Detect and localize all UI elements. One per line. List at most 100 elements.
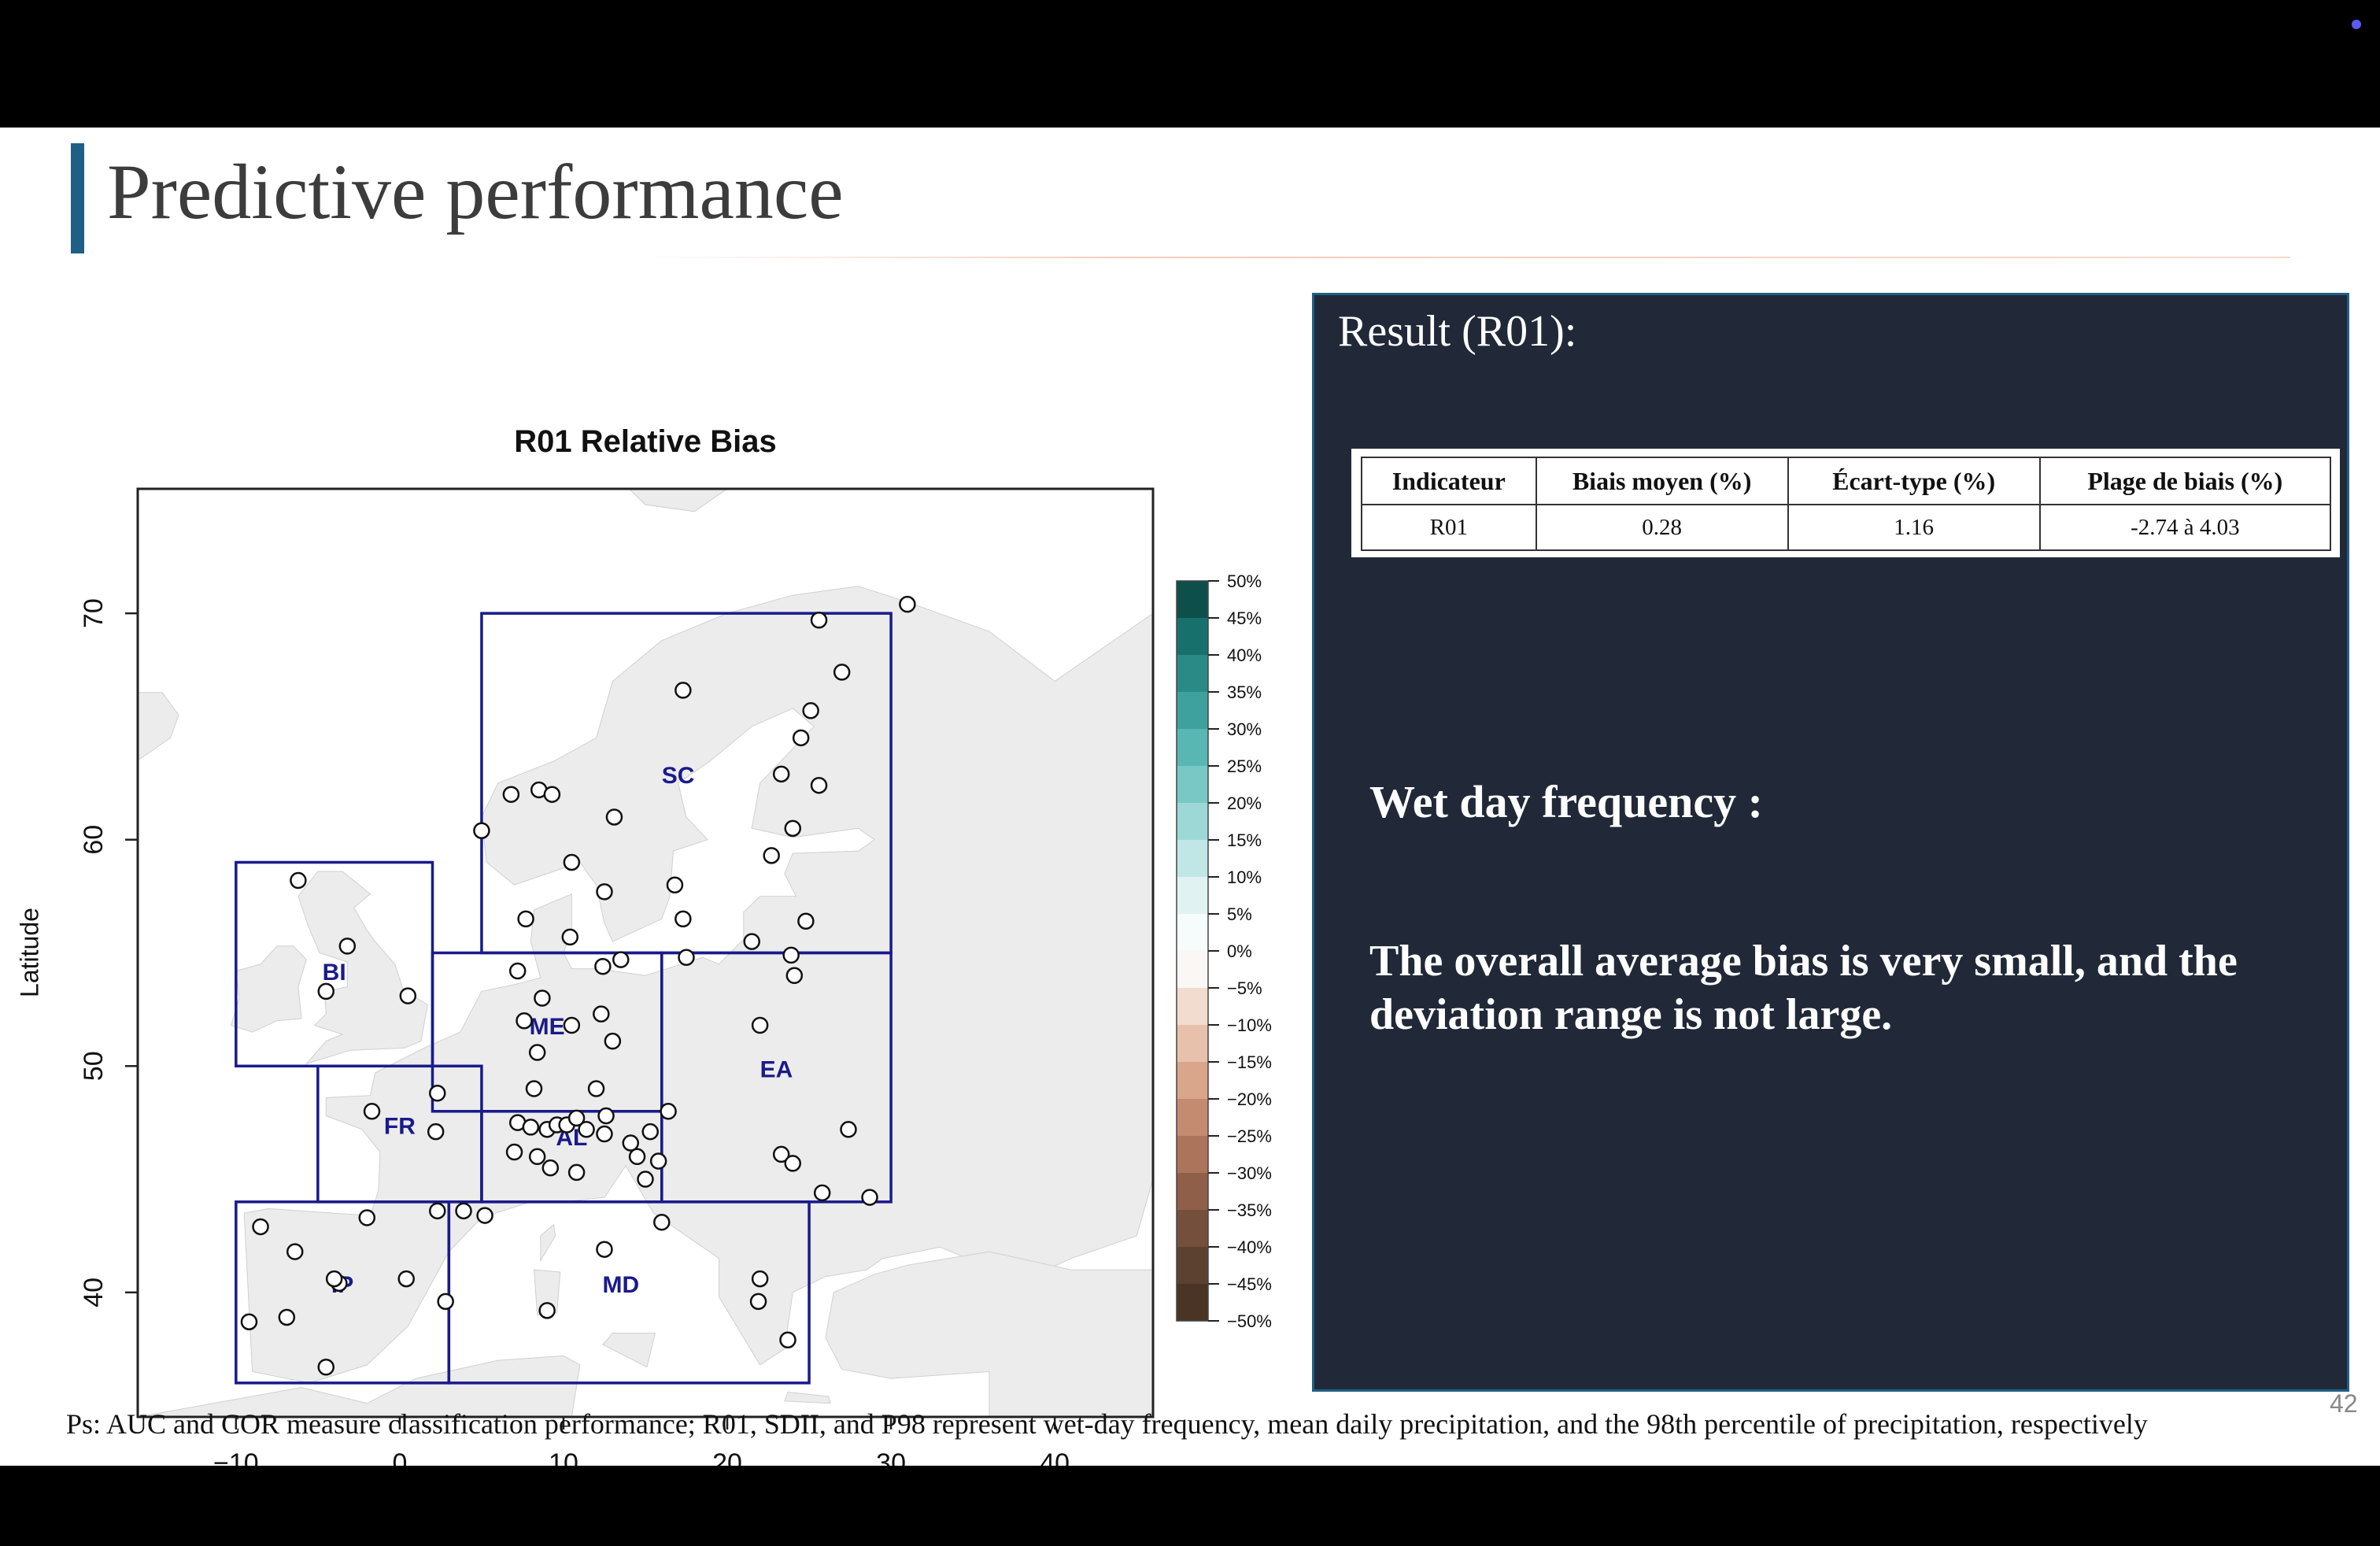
colorbar-label: 40% <box>1227 645 1262 665</box>
y-axis-label: Latitude <box>15 908 43 997</box>
colorbar-segment <box>1177 655 1208 693</box>
station-point <box>785 967 804 985</box>
result-panel: Result (R01): Indicateur Biais moyen (%)… <box>1312 293 2349 1392</box>
colorbar-label: −40% <box>1227 1237 1272 1257</box>
result-table: Indicateur Biais moyen (%) Écart-type (%… <box>1361 457 2332 551</box>
region-label-me: ME <box>530 1014 565 1040</box>
y-tick-label: 70 <box>79 598 109 628</box>
colorbar-label: −5% <box>1227 978 1262 998</box>
station-point <box>782 946 800 964</box>
colorbar-segment <box>1177 1062 1208 1100</box>
station-point <box>476 1207 493 1224</box>
r01-bias-map-chart: R01 Relative BiasBIFRMEALSCEAIPMD−100102… <box>0 285 1306 1466</box>
station-point <box>861 1189 878 1206</box>
colorbar-label: 35% <box>1227 682 1262 702</box>
x-tick-label: −10 <box>213 1448 259 1466</box>
colorbar-label: 25% <box>1227 756 1262 776</box>
x-tick-label: 0 <box>392 1448 407 1466</box>
wet-day-label: Wet day frequency : <box>1369 776 1763 827</box>
chart-svg: R01 Relative BiasBIFRMEALSCEAIPMD−100102… <box>15 424 1272 1466</box>
land-ireland <box>230 945 307 1033</box>
colorbar-segment <box>1177 692 1208 730</box>
colorbar-label: −30% <box>1227 1163 1272 1183</box>
station-point <box>641 1123 659 1141</box>
station-point <box>784 819 802 838</box>
colorbar-label: −20% <box>1227 1089 1272 1109</box>
station-point <box>278 1308 296 1326</box>
bottom-black-band <box>0 1466 2380 1546</box>
station-point <box>455 1202 472 1220</box>
station-point <box>612 951 630 968</box>
land-great-britain <box>298 871 428 1065</box>
station-point <box>666 876 684 893</box>
land-sicily <box>602 1333 656 1368</box>
cell-plage-de-biais: -2.74 à 4.03 <box>2038 504 2332 551</box>
colorbar-label: −35% <box>1227 1200 1272 1220</box>
land-north-africa <box>138 1355 581 1417</box>
station-point <box>840 1121 857 1138</box>
plot-frame <box>136 487 1155 1418</box>
station-point <box>358 1209 376 1226</box>
station-point <box>578 1121 595 1138</box>
station-point <box>763 847 780 864</box>
colorbar-segment <box>1177 1136 1208 1174</box>
cell-biais-moyen: 0.28 <box>1535 504 1789 551</box>
station-point <box>325 1270 343 1288</box>
station-point <box>899 595 916 613</box>
land-corsica <box>540 1223 556 1263</box>
colorbar-segment <box>1177 618 1208 656</box>
region-label-md: MD <box>602 1272 639 1298</box>
colorbar-label: 10% <box>1227 867 1262 887</box>
page-title: Predictive performance <box>107 148 844 235</box>
station-point <box>749 1293 767 1311</box>
station-point <box>528 1148 546 1166</box>
colorbar-group: 50% 45% 40% 35% 30% 25% 20% 15% 10% 5% 0% −5% −10% −1… <box>1176 571 1272 1331</box>
station-point <box>674 682 692 699</box>
colorbar-label: 30% <box>1227 719 1262 739</box>
colorbar-segment <box>1177 729 1208 767</box>
station-point <box>240 1313 258 1330</box>
station-point <box>792 729 810 747</box>
station-point <box>810 612 828 629</box>
station-point <box>743 933 760 950</box>
y-tick-label: 40 <box>79 1278 109 1307</box>
colorbar-segment <box>1177 1284 1208 1322</box>
station-point <box>567 1109 586 1127</box>
station-point <box>437 1293 454 1311</box>
stations-group <box>240 595 916 1376</box>
station-point <box>525 1080 543 1097</box>
station-point <box>563 1016 581 1034</box>
station-point <box>338 938 357 955</box>
station-point <box>802 702 819 719</box>
station-point <box>541 1159 560 1177</box>
header-ecart-type: Écart-type (%) <box>1787 457 2041 505</box>
colorbar-segment <box>1177 803 1208 841</box>
colorbar-segment <box>1177 581 1208 619</box>
header-plage-de-biais: Plage de biais (%) <box>2038 457 2332 505</box>
station-point <box>508 962 527 980</box>
region-label-bi: BI <box>323 960 346 986</box>
title-accent-bar <box>71 143 84 253</box>
station-point <box>833 664 851 681</box>
station-point <box>813 1184 831 1202</box>
station-point <box>429 1202 446 1220</box>
x-tick-label: 30 <box>876 1448 906 1466</box>
station-point <box>596 1241 613 1258</box>
colorbar-label: −50% <box>1227 1311 1272 1331</box>
colorbar-segment <box>1177 840 1208 878</box>
colorbar-segment <box>1177 988 1208 1026</box>
regions-group: BIFRMEALSCEAIPMD <box>235 612 893 1385</box>
slide: Predictive performance R01 Relative Bias… <box>0 128 2380 1466</box>
station-point <box>363 1103 381 1120</box>
station-point <box>597 1107 615 1125</box>
station-point <box>516 1012 533 1030</box>
y-tick-label: 60 <box>79 825 109 855</box>
station-point <box>317 1358 335 1376</box>
land-svalbard-edge <box>628 489 728 512</box>
station-point <box>678 949 695 967</box>
x-tick-label: 10 <box>549 1448 578 1466</box>
station-point <box>751 1016 769 1034</box>
colorbar-segment <box>1177 1210 1208 1248</box>
station-point <box>605 808 623 826</box>
station-point <box>587 1080 605 1097</box>
